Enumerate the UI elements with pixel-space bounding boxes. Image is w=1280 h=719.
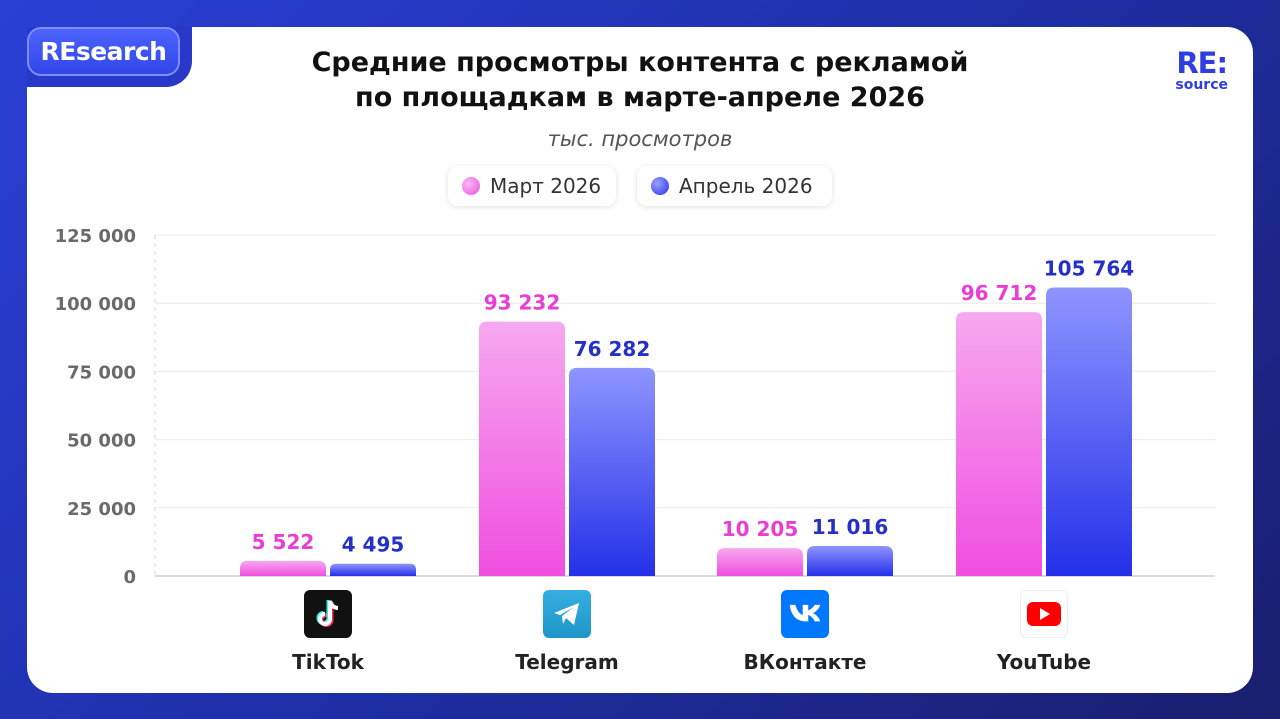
logo-line-1: RE:: [1176, 46, 1228, 80]
category-label-telegram: Telegram: [515, 650, 619, 674]
bar-value-label: 105 764: [1044, 256, 1134, 280]
category-label-youtube: YouTube: [996, 650, 1092, 674]
bar-march: [717, 548, 803, 576]
category-youtube: YouTube: [964, 590, 1124, 674]
bar-value-label: 93 232: [484, 291, 561, 315]
bar-march: [240, 560, 326, 576]
y-tick-label: 125 000: [55, 226, 136, 247]
resource-logo: RE: source: [1175, 48, 1228, 92]
legend-item-april: Апрель 2026: [637, 166, 832, 206]
category-telegram: Telegram: [487, 590, 647, 674]
bar-march: [479, 321, 565, 576]
legend-dot-march: [462, 177, 480, 195]
title-line-2: по площадкам в марте-апреле 2026: [355, 82, 925, 113]
category-label-vk: ВКонтакте: [743, 650, 867, 674]
legend-label-april: Апрель 2026: [679, 174, 813, 198]
category-label-tiktok: TikTok: [292, 650, 364, 674]
bar-march: [956, 312, 1042, 576]
chart-title: Средние просмотры контента с рекламой по…: [200, 45, 1080, 115]
tiktok-icon: [304, 590, 352, 638]
chart-subtitle: тыс. просмотров: [547, 127, 733, 151]
bar-april: [569, 367, 655, 576]
bar-value-label: 4 495: [342, 533, 405, 557]
bar-value-label: 10 205: [722, 517, 799, 541]
category-tiktok: TikTok: [248, 590, 408, 674]
bar-april: [330, 563, 416, 576]
legend-dot-april: [651, 177, 669, 195]
y-tick-label: 75 000: [67, 362, 136, 383]
logo-line-2: source: [1175, 77, 1228, 93]
bar-april: [807, 545, 893, 576]
y-tick-label: 50 000: [67, 431, 136, 452]
legend-label-march: Март 2026: [490, 174, 602, 198]
vk-icon: [781, 590, 829, 638]
legend-item-march: Март 2026: [448, 166, 616, 206]
bar-april: [1046, 287, 1132, 576]
bar-value-label: 11 016: [812, 515, 889, 539]
category-vk: ВКонтакте: [725, 590, 885, 674]
youtube-icon: [1020, 590, 1068, 638]
bar-value-label: 96 712: [961, 281, 1038, 305]
y-tick-label: 100 000: [55, 294, 136, 315]
research-badge[interactable]: REsearch: [27, 27, 180, 76]
title-line-1: Средние просмотры контента с рекламой: [311, 47, 969, 78]
y-tick-label: 25 000: [67, 499, 136, 520]
y-tick-label: 0: [123, 567, 136, 588]
bar-value-label: 5 522: [252, 530, 315, 554]
bar-value-label: 76 282: [574, 337, 651, 361]
telegram-icon: [543, 590, 591, 638]
